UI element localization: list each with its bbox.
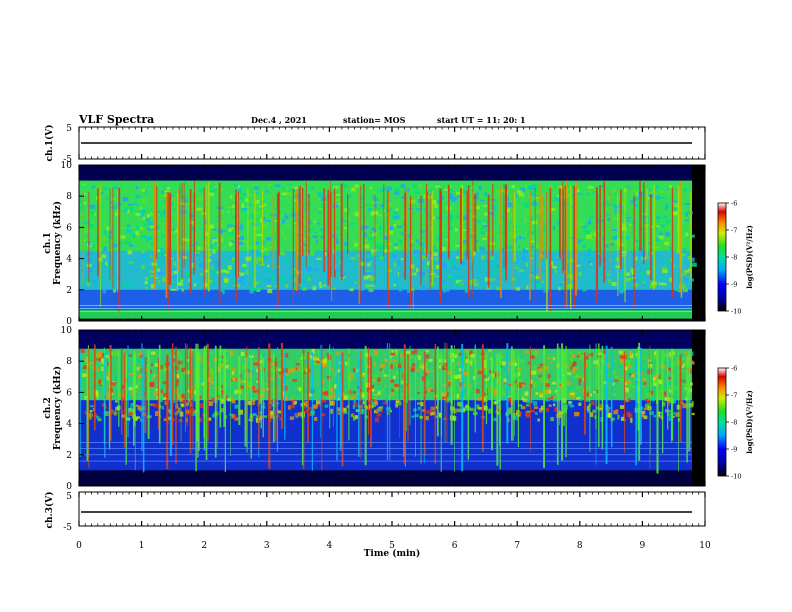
x-tick-label: 0	[76, 541, 82, 551]
x-tick-label: 4	[327, 541, 333, 551]
x-tick-label: 5	[389, 541, 395, 551]
panel-ch1-waveform: 5 -5 ch.1(V)	[44, 124, 706, 165]
ch3-ytick-top: 5	[66, 492, 72, 502]
x-tick-label: 6	[452, 541, 458, 551]
x-tick-label: 9	[640, 541, 646, 551]
x-tick-label: 2	[201, 541, 207, 551]
ch2-ytick-label: 8	[66, 357, 72, 367]
ch1-colorbar-tick: -10	[731, 308, 741, 316]
ch2-spectrogram-ylabel-channel: ch.2	[43, 397, 53, 418]
ch2-colorbar-label: log(PSD)(V²/Hz)	[745, 390, 754, 454]
start-time-label: start UT = 11: 20: 1	[437, 115, 526, 125]
ch1-colorbar-tick: -9	[731, 281, 737, 289]
ch2-ytick-label: 10	[61, 326, 73, 336]
ch1-ytick-label: 4	[66, 255, 72, 265]
panel-ch1-spectrogram: ch.1 Frequency (kHz) 0 2 4 6 8 10 -6 -7 -8 -9 -10…	[43, 161, 754, 327]
ch1-ytick-bottom: -5	[63, 155, 72, 165]
date-label: Dec.4 , 2021	[251, 115, 307, 125]
ch1-ytick-label: 2	[66, 286, 72, 296]
ch1-waveform-ylabel: ch.1(V)	[44, 125, 55, 162]
ch3-ytick-bottom: -5	[63, 523, 72, 533]
x-tick-label: 8	[577, 541, 583, 551]
ch2-colorbar-tick: -6	[731, 365, 737, 373]
ch1-ytick-label: 0	[66, 317, 72, 327]
ch2-ytick-label: 0	[66, 482, 72, 492]
x-tick-label: 1	[139, 541, 145, 551]
ch2-ytick-label: 4	[66, 420, 72, 430]
ch2-ytick-label: 6	[66, 388, 72, 398]
ch1-colorbar-label: log(PSD)(V²/Hz)	[745, 225, 754, 289]
panel-ch3-waveform: 5 -5 ch.3(V)	[44, 491, 706, 533]
panel-ch2-spectrogram: ch.2 Frequency (kHz) 0 2 4 6 8 10 -6 -7 -8 -9 -10…	[43, 326, 754, 492]
ch1-colorbar-tick: -8	[731, 254, 737, 262]
ch1-ytick-top: 5	[66, 124, 72, 134]
ch1-ytick-label: 10	[61, 161, 73, 171]
chart-title: VLF Spectra	[79, 113, 155, 126]
ch1-ytick-label: 8	[66, 192, 72, 202]
ch2-colorbar-tick: -9	[731, 446, 737, 454]
x-tick-label: 10	[699, 541, 711, 551]
ch2-spectrogram-ylabel-frequency: Frequency (kHz)	[52, 366, 63, 450]
x-tick-label: 3	[264, 541, 270, 551]
ch1-spectrogram-ylabel-channel: ch.1	[43, 232, 53, 253]
ch2-colorbar-tick: -8	[731, 419, 737, 427]
ch2-ytick-label: 2	[66, 451, 72, 461]
ch1-colorbar-tick: -6	[731, 200, 737, 208]
ch1-ytick-label: 6	[66, 223, 72, 233]
ch1-colorbar: -6 -7 -8 -9 -10 log(PSD)(V²/Hz)	[717, 200, 754, 316]
ch1-colorbar-tick: -7	[731, 227, 737, 235]
ch1-spectrogram-ylabel-frequency: Frequency (kHz)	[52, 201, 63, 285]
station-label: station= MOS	[343, 115, 406, 125]
x-tick-label: 7	[514, 541, 520, 551]
ch2-colorbar-tick: -7	[731, 392, 737, 400]
ch2-colorbar-tick: -10	[731, 473, 741, 481]
ch3-waveform-ylabel: ch.3(V)	[44, 492, 55, 529]
x-axis-label: Time (min)	[364, 548, 421, 559]
ch2-colorbar: -6 -7 -8 -9 -10 log(PSD)(V²/Hz)	[717, 365, 754, 481]
x-axis: 0 1 2 3 4 5 6 7 8 9 10	[76, 127, 711, 551]
